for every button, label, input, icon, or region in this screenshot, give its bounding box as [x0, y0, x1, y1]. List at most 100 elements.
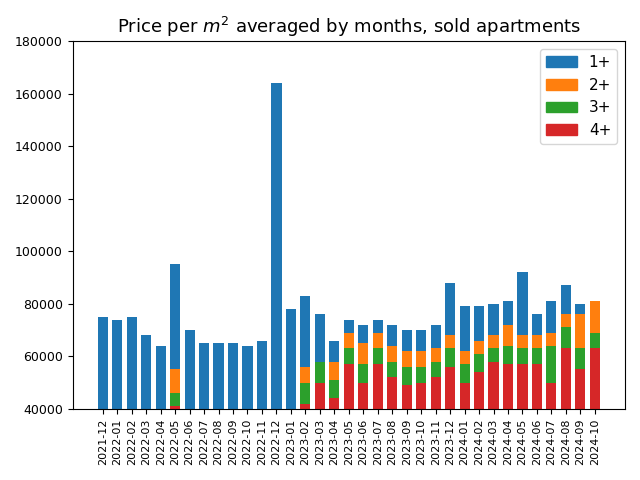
Bar [329, 398, 339, 480]
Bar [474, 354, 484, 372]
Bar [445, 367, 455, 480]
Bar [257, 440, 267, 480]
Bar [431, 348, 441, 361]
Title: Price per $m^2$ averaged by months, sold apartments: Price per $m^2$ averaged by months, sold… [116, 15, 581, 39]
Bar [271, 84, 282, 480]
Bar [358, 343, 369, 364]
Bar [445, 348, 455, 367]
Bar [358, 383, 369, 480]
Bar [547, 301, 556, 333]
Bar [416, 351, 426, 367]
Bar [561, 314, 571, 327]
Bar [127, 451, 137, 480]
Bar [300, 383, 310, 404]
Bar [286, 467, 296, 480]
Bar [474, 372, 484, 480]
Bar [98, 317, 108, 438]
Bar [561, 327, 571, 348]
Bar [228, 474, 238, 480]
Bar [372, 333, 383, 348]
Bar [575, 348, 586, 370]
Bar [431, 377, 441, 480]
Bar [503, 346, 513, 364]
Bar [445, 283, 455, 336]
Bar [431, 325, 441, 348]
Bar [532, 364, 542, 480]
Bar [517, 348, 527, 364]
Bar [170, 406, 180, 480]
Bar [141, 336, 151, 409]
Bar [214, 472, 223, 480]
Bar [416, 383, 426, 480]
Bar [156, 346, 166, 427]
Bar [329, 361, 339, 380]
Bar [517, 364, 527, 480]
Bar [170, 393, 180, 406]
Bar [243, 346, 253, 451]
Bar [503, 325, 513, 346]
Bar [460, 364, 470, 383]
Bar [315, 383, 325, 480]
Bar [517, 272, 527, 336]
Bar [474, 306, 484, 340]
Bar [460, 306, 470, 351]
Legend: 1+, 2+, 3+, 4+: 1+, 2+, 3+, 4+ [540, 49, 618, 144]
Bar [170, 370, 180, 393]
Bar [547, 383, 556, 480]
Bar [184, 445, 195, 472]
Bar [575, 314, 586, 348]
Bar [590, 301, 600, 333]
Bar [460, 351, 470, 364]
Bar [445, 336, 455, 348]
Bar [503, 364, 513, 480]
Bar [387, 325, 397, 346]
Bar [98, 438, 108, 458]
Bar [488, 348, 499, 361]
Bar [199, 472, 209, 480]
Bar [532, 336, 542, 348]
Bar [474, 340, 484, 354]
Bar [402, 351, 412, 367]
Bar [416, 330, 426, 351]
Bar [112, 320, 122, 464]
Bar [156, 427, 166, 451]
Bar [98, 458, 108, 480]
Bar [127, 430, 137, 451]
Bar [547, 333, 556, 346]
Bar [243, 451, 253, 472]
Bar [315, 361, 325, 383]
Bar [402, 330, 412, 351]
Bar [228, 454, 238, 474]
Bar [402, 367, 412, 385]
Bar [488, 304, 499, 336]
Bar [228, 343, 238, 454]
Bar [300, 404, 310, 480]
Bar [344, 348, 354, 364]
Bar [184, 472, 195, 480]
Bar [170, 264, 180, 370]
Bar [315, 314, 325, 361]
Bar [575, 304, 586, 314]
Bar [387, 346, 397, 361]
Bar [503, 301, 513, 325]
Bar [547, 346, 556, 383]
Bar [431, 361, 441, 377]
Bar [199, 343, 209, 448]
Bar [214, 343, 223, 451]
Bar [372, 364, 383, 480]
Bar [358, 325, 369, 343]
Bar [532, 314, 542, 336]
Bar [184, 330, 195, 445]
Bar [141, 409, 151, 432]
Bar [141, 432, 151, 480]
Bar [257, 340, 267, 440]
Bar [488, 361, 499, 480]
Bar [561, 286, 571, 314]
Bar [387, 361, 397, 377]
Bar [300, 296, 310, 367]
Bar [329, 380, 339, 398]
Bar [329, 340, 339, 361]
Bar [372, 348, 383, 364]
Bar [561, 348, 571, 480]
Bar [372, 320, 383, 333]
